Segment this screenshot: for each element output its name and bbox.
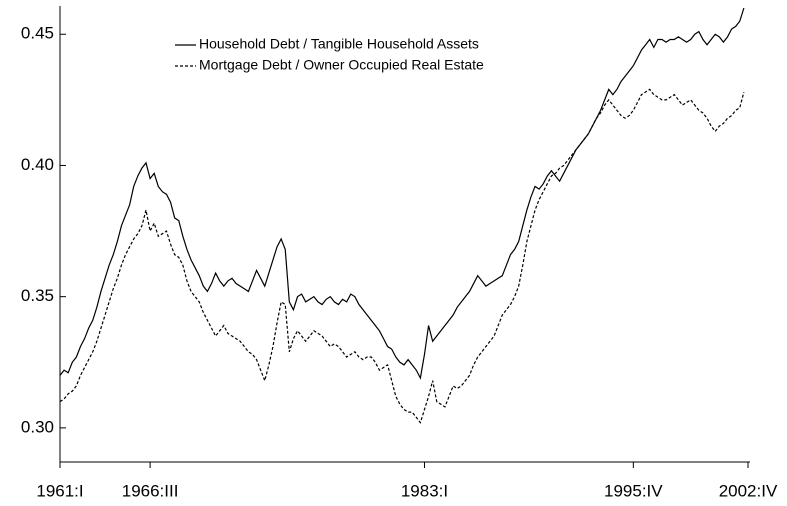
legend-label: Mortgage Debt / Owner Occupied Real Esta… <box>199 57 484 73</box>
y-tick-label: 0.45 <box>21 24 54 43</box>
x-tick-label: 2002:IV <box>719 481 778 500</box>
y-tick-label: 0.35 <box>21 286 54 305</box>
series-line <box>59 7 745 380</box>
x-tick-label: 1961:I <box>36 481 83 500</box>
x-tick-label: 1995:IV <box>604 481 663 500</box>
series-line <box>59 88 745 424</box>
y-tick-label: 0.40 <box>21 155 54 174</box>
y-tick-label: 0.30 <box>21 417 54 436</box>
legend-label: Household Debt / Tangible Household Asse… <box>199 36 479 52</box>
x-tick-label: 1966:III <box>122 481 179 500</box>
x-tick-label: 1983:I <box>401 481 448 500</box>
